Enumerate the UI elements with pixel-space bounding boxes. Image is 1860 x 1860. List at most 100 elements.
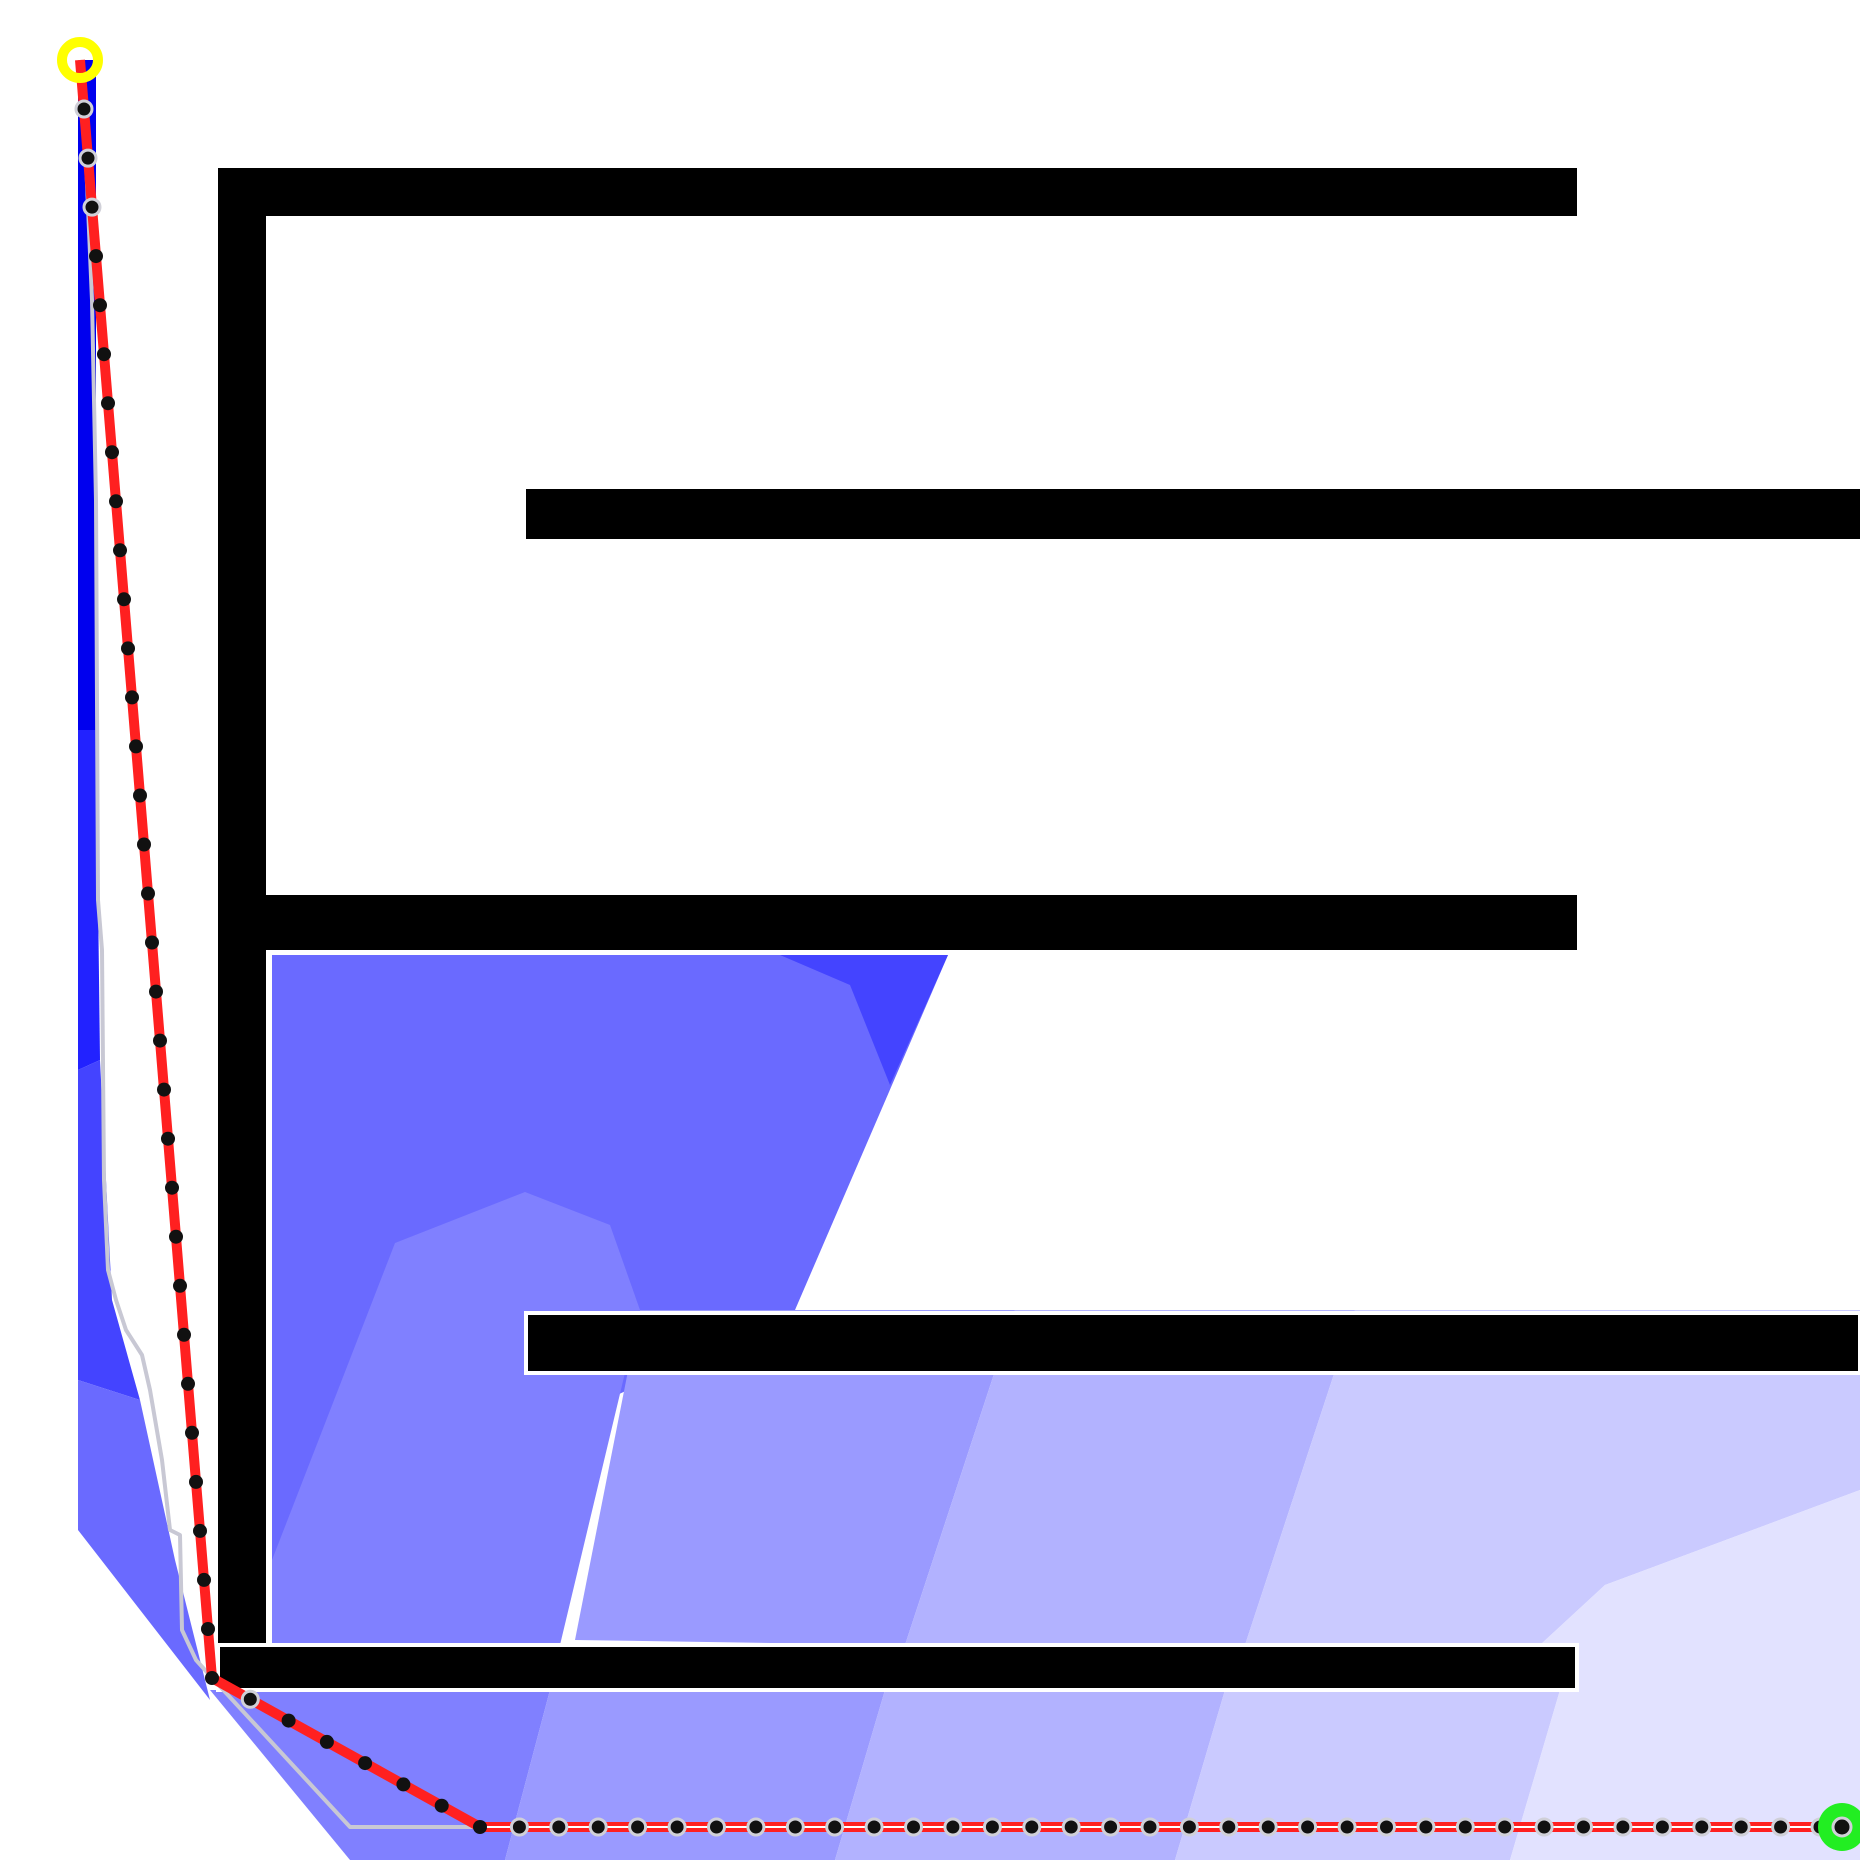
- waypoint-dot-icon: [628, 1817, 648, 1837]
- waypoint-dot-icon: [1495, 1817, 1515, 1837]
- waypoint-dot-icon: [117, 592, 131, 607]
- waypoint-dot-icon: [74, 99, 94, 119]
- waypoint-dot-icon: [281, 1713, 296, 1728]
- waypoint-dot-icon: [177, 1327, 191, 1342]
- waypoint-dot-icon: [153, 1033, 167, 1048]
- waypoint-dot-icon: [165, 1180, 179, 1195]
- cost-field: [78, 60, 1860, 1860]
- wall-upper-middle: [526, 489, 1860, 539]
- waypoint-dot-icon: [141, 886, 155, 901]
- wall-middle: [218, 895, 1577, 950]
- waypoint-dot-icon: [588, 1817, 608, 1837]
- start-marker-icon: [57, 37, 103, 83]
- waypoint-dot-icon: [785, 1817, 805, 1837]
- waypoint-dot-icon: [1022, 1817, 1042, 1837]
- waypoint-dot-icon: [89, 249, 103, 264]
- planned-path: [74, 59, 1842, 1837]
- waypoint-dot-icon: [125, 690, 139, 705]
- waypoint-dot-icon: [78, 148, 98, 168]
- waypoint-dot-icon: [137, 837, 151, 852]
- waypoint-dot-icon: [358, 1756, 373, 1771]
- field-strip-2: [505, 1690, 885, 1860]
- waypoint-dot-icon: [1574, 1817, 1593, 1837]
- waypoint-dot-icon: [319, 1734, 334, 1749]
- field-region-e: [1245, 1310, 1860, 1645]
- waypoint-dot-icon: [1771, 1817, 1791, 1837]
- waypoint-dot-icon: [1692, 1817, 1712, 1837]
- field-region-d: [905, 1310, 1355, 1645]
- waypoint-dot-icon: [473, 1820, 487, 1834]
- waypoint-dot-icon: [509, 1817, 529, 1837]
- waypoint-dot-icon: [1140, 1817, 1160, 1837]
- waypoint-dot-icon: [105, 445, 119, 460]
- waypoint-dot-icon: [157, 1082, 171, 1097]
- wall-lower-middle: [524, 1311, 1860, 1375]
- waypoint-dot-icon: [864, 1817, 884, 1837]
- waypoint-dot-icon: [1534, 1817, 1554, 1837]
- waypoint-dot-icon: [396, 1777, 411, 1792]
- waypoint-dot-icon: [133, 788, 147, 803]
- goal-marker-icon: [1818, 1803, 1860, 1851]
- field-strip-5: [1510, 1490, 1860, 1860]
- waypoint-dot-icon: [982, 1817, 1002, 1837]
- waypoint-dot-icon: [101, 396, 115, 411]
- waypoint-dot-icon: [1179, 1817, 1199, 1837]
- waypoint-dot-icon: [145, 935, 159, 950]
- waypoint-dot-icon: [129, 739, 143, 754]
- field-region-c: [575, 1310, 1015, 1645]
- wall-top: [218, 168, 1577, 216]
- field-strip-3: [835, 1690, 1225, 1860]
- waypoint-dot-icon: [240, 1689, 260, 1709]
- waypoint-dot-icon: [1416, 1817, 1436, 1837]
- waypoint-dot-icon: [205, 1671, 219, 1685]
- waypoint-dot-icon: [181, 1376, 195, 1391]
- waypoint-dot-icon: [197, 1572, 211, 1587]
- waypoint-dot-icon: [1455, 1817, 1475, 1837]
- goal-marker-center: [1831, 1816, 1853, 1838]
- waypoint-dot-icon: [1298, 1817, 1318, 1837]
- waypoint-dot-icon: [185, 1425, 199, 1440]
- waypoint-dot-icon: [121, 641, 135, 656]
- waypoint-dot-icon: [149, 984, 163, 999]
- field-band-lower: [78, 1380, 210, 1700]
- wall-inner-outline: [268, 951, 272, 1645]
- reference-path: [78, 59, 480, 1829]
- waypoint-dot-icon: [1219, 1817, 1239, 1837]
- field-band-mid-dark: [78, 730, 100, 1070]
- waypoint-dot-icon: [169, 1229, 183, 1244]
- start-marker-ring: [57, 37, 103, 83]
- waypoint-dot-icon: [161, 1131, 175, 1146]
- waypoint-dot-icon: [1652, 1817, 1672, 1837]
- waypoint-dot-icon: [707, 1817, 726, 1837]
- waypoint-dot-icon: [1258, 1817, 1278, 1837]
- obstacles: [216, 168, 1860, 1692]
- field-strip-4: [1175, 1690, 1560, 1860]
- waypoint-dot-icon: [549, 1817, 569, 1837]
- waypoint-dot-icon: [113, 543, 127, 558]
- waypoint-dot-icon: [1377, 1817, 1396, 1837]
- waypoint-dot-icon: [1731, 1817, 1751, 1837]
- waypoint-dot-icon: [82, 197, 102, 217]
- waypoint-dot-icon: [93, 298, 107, 313]
- waypoint-dot-icon: [1613, 1817, 1633, 1837]
- waypoint-dot-icon: [1337, 1817, 1357, 1837]
- waypoint-dot-icon: [109, 494, 123, 509]
- waypoint-dot-icon: [746, 1817, 766, 1837]
- waypoint-dot-icon: [173, 1278, 187, 1293]
- waypoint-dot-icon: [943, 1817, 963, 1837]
- field-region-a-dark: [780, 955, 948, 1085]
- waypoint-dot-icon: [97, 347, 111, 362]
- field-band-mid: [78, 1060, 140, 1400]
- waypoint-dot-icon: [201, 1622, 215, 1636]
- waypoint-dot-icon: [667, 1817, 687, 1837]
- waypoints: [74, 99, 1830, 1837]
- waypoint-dot-icon: [904, 1817, 923, 1837]
- waypoint-dot-icon: [1061, 1817, 1081, 1837]
- waypoint-dot-icon: [189, 1474, 203, 1489]
- wall-bottom: [216, 1643, 1579, 1692]
- field-region-b: [272, 1192, 640, 1645]
- waypoint-dot-icon: [1101, 1817, 1121, 1837]
- waypoint-dot-icon: [193, 1523, 207, 1538]
- waypoint-dot-icon: [825, 1817, 845, 1837]
